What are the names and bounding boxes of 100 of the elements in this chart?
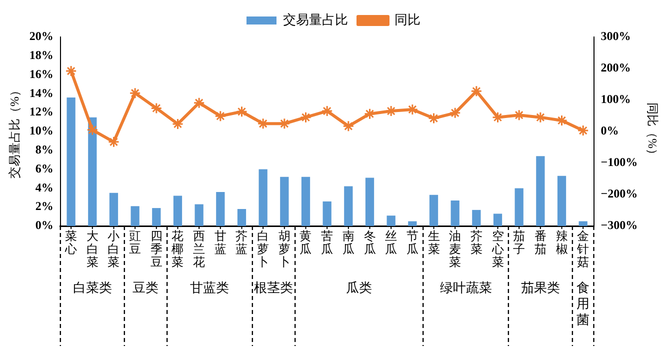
legend-label: 同比 xyxy=(394,12,420,27)
y-axis-title: 交易量占比（%） xyxy=(7,84,22,178)
bar xyxy=(365,178,374,226)
x-tick-label: 节瓜 xyxy=(406,229,418,256)
point xyxy=(385,105,397,117)
bar xyxy=(109,192,118,226)
bar xyxy=(472,210,481,226)
bar xyxy=(152,208,161,226)
point xyxy=(172,118,184,130)
bar xyxy=(301,176,310,226)
y2-axis-title: 同比（%） xyxy=(646,102,660,160)
point xyxy=(428,112,440,124)
point xyxy=(470,85,482,97)
bar xyxy=(578,221,588,226)
point xyxy=(492,112,504,124)
bar xyxy=(322,201,332,226)
x-tick-label: 金针菇 xyxy=(576,229,590,270)
y2-tick-label: −100% xyxy=(600,155,638,170)
x-tick-label: 丝瓜 xyxy=(385,229,398,256)
bar xyxy=(130,206,140,226)
text: 绿叶蔬菜 xyxy=(440,280,492,295)
point xyxy=(300,112,312,124)
point xyxy=(236,106,248,118)
point xyxy=(364,108,376,120)
text: 根茎类 xyxy=(254,280,294,295)
x-tick-label: 番茄 xyxy=(534,229,546,256)
y2-tick-label: 0% xyxy=(600,124,619,138)
point xyxy=(342,120,354,132)
y-tick-label: 8% xyxy=(35,142,54,156)
y2-tick-label: 200% xyxy=(600,60,631,75)
point xyxy=(86,124,98,136)
x-tick-label: 芥蓝 xyxy=(236,229,248,256)
x-tick-label: 菜心 xyxy=(64,229,78,256)
bar xyxy=(258,169,268,226)
y-tick-label: 18% xyxy=(29,48,54,62)
y-tick-label: 16% xyxy=(29,66,54,81)
bar xyxy=(514,188,524,226)
point xyxy=(150,102,162,114)
point xyxy=(534,112,546,124)
bar xyxy=(429,194,438,226)
x-tick-label: 苦瓜 xyxy=(321,229,334,256)
point xyxy=(321,105,333,117)
y-tick-label: 10% xyxy=(29,124,54,138)
bar xyxy=(450,200,460,226)
y-tick-label: 2% xyxy=(35,199,54,214)
y2-tick-label: −200% xyxy=(600,186,638,201)
bar xyxy=(493,214,502,226)
x-tick-label: 芥菜 xyxy=(470,229,482,256)
bar xyxy=(536,156,545,226)
point xyxy=(556,114,568,126)
text: 豆类 xyxy=(132,280,159,295)
y-tick-label: 14% xyxy=(29,86,54,100)
x-tick-label: 西兰花 xyxy=(193,229,206,270)
point xyxy=(278,118,290,130)
y-tick-label: 6% xyxy=(35,161,54,176)
point xyxy=(577,124,589,136)
bar xyxy=(344,186,353,226)
y2-tick-label: 300% xyxy=(600,29,631,44)
bar xyxy=(88,117,97,226)
x-tick-label: 南瓜 xyxy=(342,229,354,256)
x-tick-label: 花椰菜 xyxy=(172,229,184,270)
point xyxy=(65,65,77,77)
x-tick-label: 辣椒 xyxy=(556,229,568,256)
point xyxy=(129,87,141,99)
x-tick-label: 生菜 xyxy=(428,229,440,256)
text: 茄果类 xyxy=(520,280,560,295)
x-tick-label: 大白菜 xyxy=(86,229,98,270)
x-tick-label: 甘蓝 xyxy=(214,229,226,256)
x-tick-label: 冬瓜 xyxy=(364,229,376,256)
x-tick-label: 四季豆 xyxy=(150,229,162,270)
y-tick-label: 12% xyxy=(29,104,54,119)
bar xyxy=(173,196,182,226)
text: 瓜类 xyxy=(346,280,372,295)
x-tick-label: 白萝卜 xyxy=(257,229,270,270)
point xyxy=(406,104,418,116)
point xyxy=(108,136,120,148)
x-tick-label: 豇豆 xyxy=(129,229,142,256)
bar xyxy=(216,192,225,226)
point xyxy=(257,118,269,130)
x-tick-label: 小白菜 xyxy=(108,229,120,270)
bar xyxy=(408,221,417,226)
x-tick-label: 油麦菜 xyxy=(449,229,462,270)
bar xyxy=(386,216,396,226)
legend-label: 交易量占比 xyxy=(283,12,348,27)
y-tick-label: 4% xyxy=(35,180,54,194)
bar xyxy=(280,176,289,226)
point xyxy=(214,110,226,122)
x-tick-label: 胡萝卜 xyxy=(278,229,290,270)
y2-tick-label: 100% xyxy=(600,92,631,106)
text: 甘蓝类 xyxy=(190,280,230,295)
point xyxy=(513,109,525,121)
y2-tick-label: −300% xyxy=(600,218,638,232)
y-tick-label: 20% xyxy=(29,29,54,44)
bar xyxy=(66,97,76,226)
bar xyxy=(194,204,204,226)
y-tick-label: 0% xyxy=(35,218,54,232)
x-tick-label: 黄瓜 xyxy=(300,229,312,256)
text: 白菜类 xyxy=(72,280,112,295)
text: 食用菌 xyxy=(576,280,590,327)
x-tick-label: 空心菜 xyxy=(490,229,504,270)
